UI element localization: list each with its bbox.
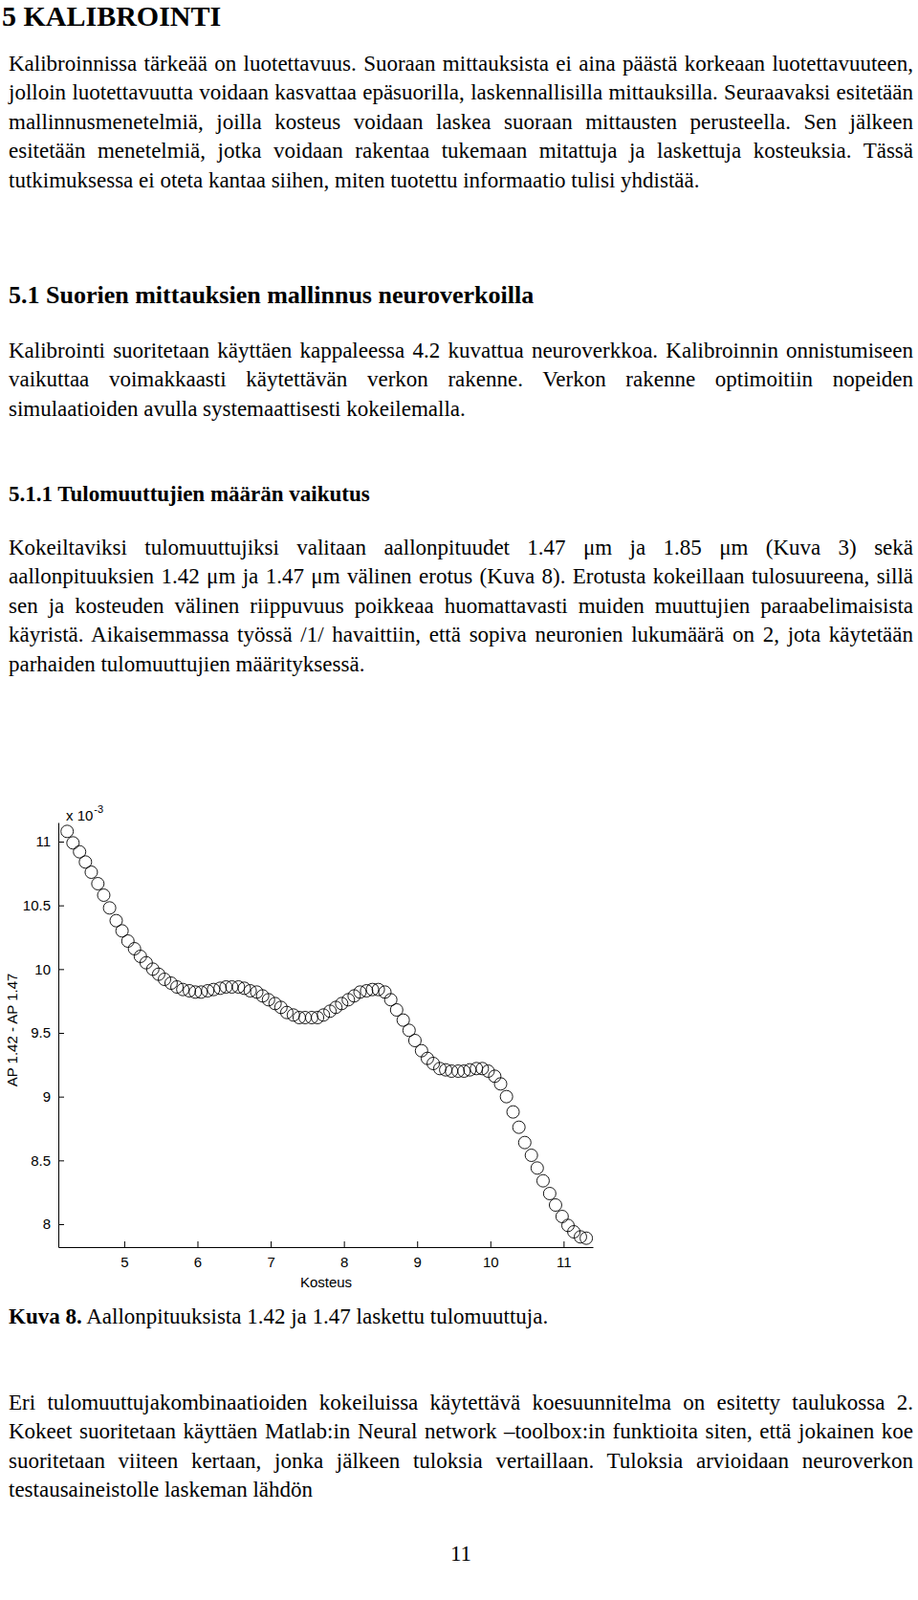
point xyxy=(524,1149,538,1162)
tick-label: 5 xyxy=(120,1253,129,1270)
heading: 5.1.1 Tulomuuttujien määrän vaikutus xyxy=(8,478,914,511)
tick: 9.5 xyxy=(30,1024,65,1041)
tick-label: 6 xyxy=(194,1253,202,1270)
point xyxy=(91,877,105,891)
tick-mark xyxy=(58,968,65,970)
tick-label: 8 xyxy=(43,1215,51,1232)
chart: 5 6 7 8 9 10 11 8 8.5 9 9.5 10 10.5 11 Kosteus AP 1.42 … xyxy=(0,784,670,1301)
tick-mark xyxy=(490,1241,492,1247)
paragraph: Eri tulomuuttujakombinaatioiden kokeilui… xyxy=(8,1388,914,1506)
y-axis: 8 8.5 9 9.5 10 10.5 11 xyxy=(22,823,65,1248)
page-number: 11 xyxy=(8,1541,914,1567)
point xyxy=(506,1105,520,1118)
tick-label: 10 xyxy=(482,1253,500,1270)
tick: 6 xyxy=(194,1241,202,1270)
heading: 5 KALIBROINTI xyxy=(1,0,907,33)
tick-label: 8 xyxy=(340,1253,349,1270)
tick: 11 xyxy=(35,832,65,850)
tick-mark xyxy=(344,1241,346,1247)
tick-label: 9 xyxy=(414,1253,422,1270)
tick: 7 xyxy=(266,1241,275,1270)
tick-mark xyxy=(58,1096,65,1098)
point xyxy=(97,889,110,902)
x-axis-title: Kosteus xyxy=(300,1273,352,1290)
tick-label: 7 xyxy=(266,1253,275,1270)
plot-area xyxy=(61,825,593,1245)
point xyxy=(488,1070,502,1083)
tick: 10 xyxy=(482,1241,500,1270)
point xyxy=(530,1161,544,1175)
paragraph: Kokeiltaviksi tulomuuttujiksi valitaan a… xyxy=(8,533,914,679)
tick-mark xyxy=(58,905,65,907)
caption: Kuva 8. Aallonpituuksista 1.42 ja 1.47 l… xyxy=(8,1302,914,1332)
tick: 8 xyxy=(43,1215,65,1232)
tick-mark xyxy=(58,1224,65,1225)
point xyxy=(494,1077,507,1091)
tick: 5 xyxy=(120,1241,129,1270)
point xyxy=(512,1120,525,1134)
tick: 10 xyxy=(34,961,65,978)
paragraph: Kalibroinnissa tärkeää on luotettavuus. … xyxy=(8,49,914,196)
axis-line xyxy=(58,823,60,1248)
tick-mark xyxy=(416,1241,418,1247)
tick: 9 xyxy=(414,1241,422,1270)
tick-mark xyxy=(270,1241,272,1247)
tick-label: 9 xyxy=(43,1088,51,1105)
point xyxy=(543,1187,556,1201)
tick-label: 10.5 xyxy=(22,896,51,914)
point xyxy=(66,836,80,850)
point xyxy=(555,1210,569,1224)
tick-mark xyxy=(563,1241,565,1247)
point xyxy=(378,985,392,999)
tick-label: 11 xyxy=(35,832,51,850)
tick-mark xyxy=(196,1241,198,1247)
page: 5 KALIBROINTI Kalibroinnissa tärkeää on l… xyxy=(0,0,918,1600)
point xyxy=(139,956,153,969)
tick-label: 10 xyxy=(34,961,51,978)
point xyxy=(371,983,385,996)
caption-text: Aallonpituuksista 1.42 ja 1.47 laskettu … xyxy=(86,1304,548,1329)
point xyxy=(103,901,116,915)
caption-label: Kuva 8. xyxy=(8,1304,83,1329)
point xyxy=(518,1136,531,1149)
point xyxy=(536,1174,549,1187)
tick: 8.5 xyxy=(30,1152,65,1169)
point xyxy=(61,825,74,838)
point xyxy=(121,935,134,948)
point xyxy=(548,1199,562,1212)
tick-mark xyxy=(124,1241,126,1247)
tick-label: 9.5 xyxy=(30,1024,51,1041)
point xyxy=(415,1044,428,1057)
tick: 8 xyxy=(340,1241,349,1270)
x-axis: 5 6 7 8 9 10 11 xyxy=(59,1241,594,1270)
tick-mark xyxy=(58,1159,65,1161)
tick-label: 8.5 xyxy=(30,1152,51,1169)
tick: 11 xyxy=(556,1241,572,1270)
tick-mark xyxy=(58,1032,65,1034)
point xyxy=(500,1090,513,1103)
tick: 9 xyxy=(43,1088,65,1105)
point xyxy=(85,866,98,879)
tick: 10.5 xyxy=(22,896,65,914)
point xyxy=(280,1005,293,1019)
heading: 5.1 Suorien mittauksien mallinnus neurov… xyxy=(8,279,914,312)
axis-line xyxy=(59,1246,594,1248)
point xyxy=(580,1231,593,1245)
paragraph: Kalibrointi suoritetaan käyttäen kappale… xyxy=(8,336,914,424)
axis-multiplier: x 10 xyxy=(65,807,93,824)
y-axis-title: AP 1.42 - AP 1.47 xyxy=(3,973,21,1088)
tick-label: 11 xyxy=(556,1253,572,1270)
axis-multiplier-exponent: -3 xyxy=(93,803,104,815)
tick-mark xyxy=(58,841,65,843)
point xyxy=(128,942,141,956)
